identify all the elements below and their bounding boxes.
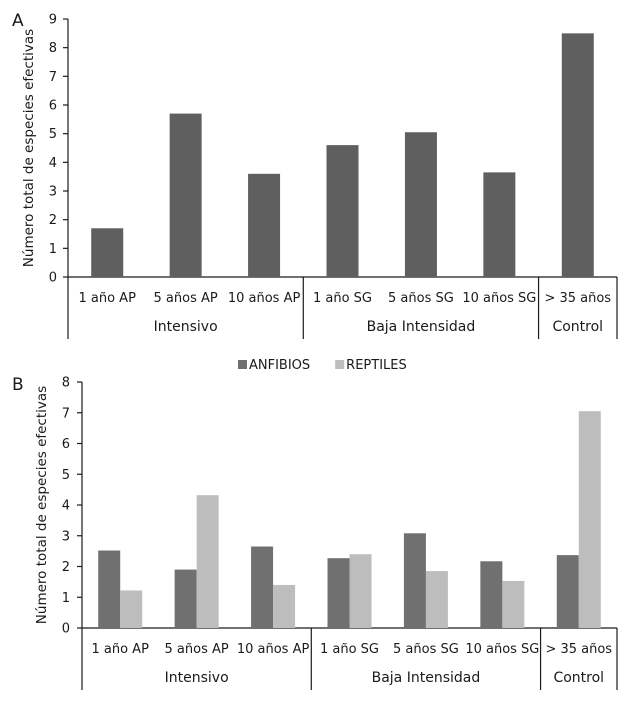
panel-letter: A bbox=[12, 11, 24, 31]
chart-panel-b: B 0 1 2 3 4 5 6 7 8 Número total de especies efect… bbox=[12, 358, 618, 690]
legend-swatch bbox=[335, 360, 345, 369]
y-tick-label: 9 bbox=[49, 13, 57, 28]
bar-reptiles bbox=[502, 580, 525, 628]
y-axis-title: Número total de especies efectivas bbox=[34, 386, 50, 624]
legend-label: REPTILES bbox=[346, 358, 407, 373]
bar-anfibios bbox=[174, 569, 197, 628]
y-tick-label: 2 bbox=[62, 560, 70, 575]
bar bbox=[326, 145, 359, 277]
y-tick-label: 5 bbox=[49, 127, 57, 142]
legend: ANFIBIOS REPTILES bbox=[238, 358, 407, 373]
bar-reptiles bbox=[578, 411, 601, 628]
bar-reptiles bbox=[273, 584, 296, 628]
y-tick-label: 6 bbox=[49, 99, 57, 114]
y-tick-label: 3 bbox=[49, 185, 57, 200]
panel-letter: B bbox=[12, 375, 24, 395]
y-tick-label: 3 bbox=[62, 529, 70, 544]
x-category-label: 5 años SG bbox=[393, 642, 459, 657]
bar-anfibios bbox=[327, 558, 350, 628]
legend-label: ANFIBIOS bbox=[249, 358, 310, 373]
x-category-label: 1 año SG bbox=[313, 291, 372, 306]
x-category-label: 5 años SG bbox=[388, 291, 454, 306]
y-tick-label: 1 bbox=[62, 591, 70, 606]
y-tick-label: 4 bbox=[62, 499, 70, 514]
bar-anfibios bbox=[556, 555, 579, 628]
x-category-label: 5 años AP bbox=[154, 291, 218, 306]
x-category-label: 10 años SG bbox=[465, 642, 539, 657]
bar-reptiles bbox=[425, 571, 448, 628]
bar-reptiles bbox=[120, 590, 143, 628]
x-group-label: Intensivo bbox=[165, 670, 229, 686]
bar bbox=[561, 33, 594, 278]
y-tick-label: 7 bbox=[62, 406, 70, 421]
bar-anfibios bbox=[98, 550, 121, 628]
x-category-label: 10 años SG bbox=[462, 291, 536, 306]
bar bbox=[404, 132, 437, 277]
x-group-label: Baja Intensidad bbox=[367, 319, 476, 335]
bar-anfibios bbox=[403, 533, 426, 628]
x-category-label: 1 año SG bbox=[320, 642, 379, 657]
y-tick-label: 1 bbox=[49, 242, 57, 257]
bar-reptiles bbox=[196, 495, 219, 628]
bar-anfibios bbox=[251, 546, 274, 628]
bar-reptiles bbox=[349, 554, 372, 628]
y-tick-label: 5 bbox=[62, 468, 70, 483]
y-tick-label: 8 bbox=[49, 41, 57, 56]
y-tick-label: 0 bbox=[62, 622, 70, 637]
bar bbox=[91, 228, 124, 277]
bar bbox=[169, 113, 202, 277]
x-category-label: 10 años AP bbox=[237, 642, 310, 657]
chart-panel-a: A 0 1 2 3 4 5 6 7 8 9 Número total de especies efec… bbox=[12, 11, 618, 339]
x-category-label: 5 años AP bbox=[165, 642, 229, 657]
y-tick-label: 0 bbox=[49, 271, 57, 286]
bar bbox=[483, 172, 516, 277]
x-category-label: 10 años AP bbox=[228, 291, 301, 306]
bar-anfibios bbox=[480, 561, 503, 628]
y-tick-label: 7 bbox=[49, 70, 57, 85]
x-group-label: Control bbox=[553, 670, 604, 686]
x-category-label: 1 año AP bbox=[91, 642, 149, 657]
x-category-label: 1 año AP bbox=[78, 291, 136, 306]
x-group-label: Intensivo bbox=[154, 319, 218, 335]
legend-swatch bbox=[238, 360, 247, 369]
y-tick-label: 4 bbox=[49, 156, 57, 171]
y-tick-label: 6 bbox=[62, 437, 70, 452]
x-category-label: > 35 años bbox=[544, 291, 611, 306]
y-axis-title: Número total de especies efectivas bbox=[21, 29, 37, 267]
y-tick-label: 2 bbox=[49, 213, 57, 228]
bar bbox=[248, 173, 281, 277]
x-group-label: Baja Intensidad bbox=[372, 670, 481, 686]
x-group-label: Control bbox=[552, 319, 603, 335]
x-category-label: > 35 años bbox=[545, 642, 612, 657]
y-tick-label: 8 bbox=[62, 376, 70, 391]
